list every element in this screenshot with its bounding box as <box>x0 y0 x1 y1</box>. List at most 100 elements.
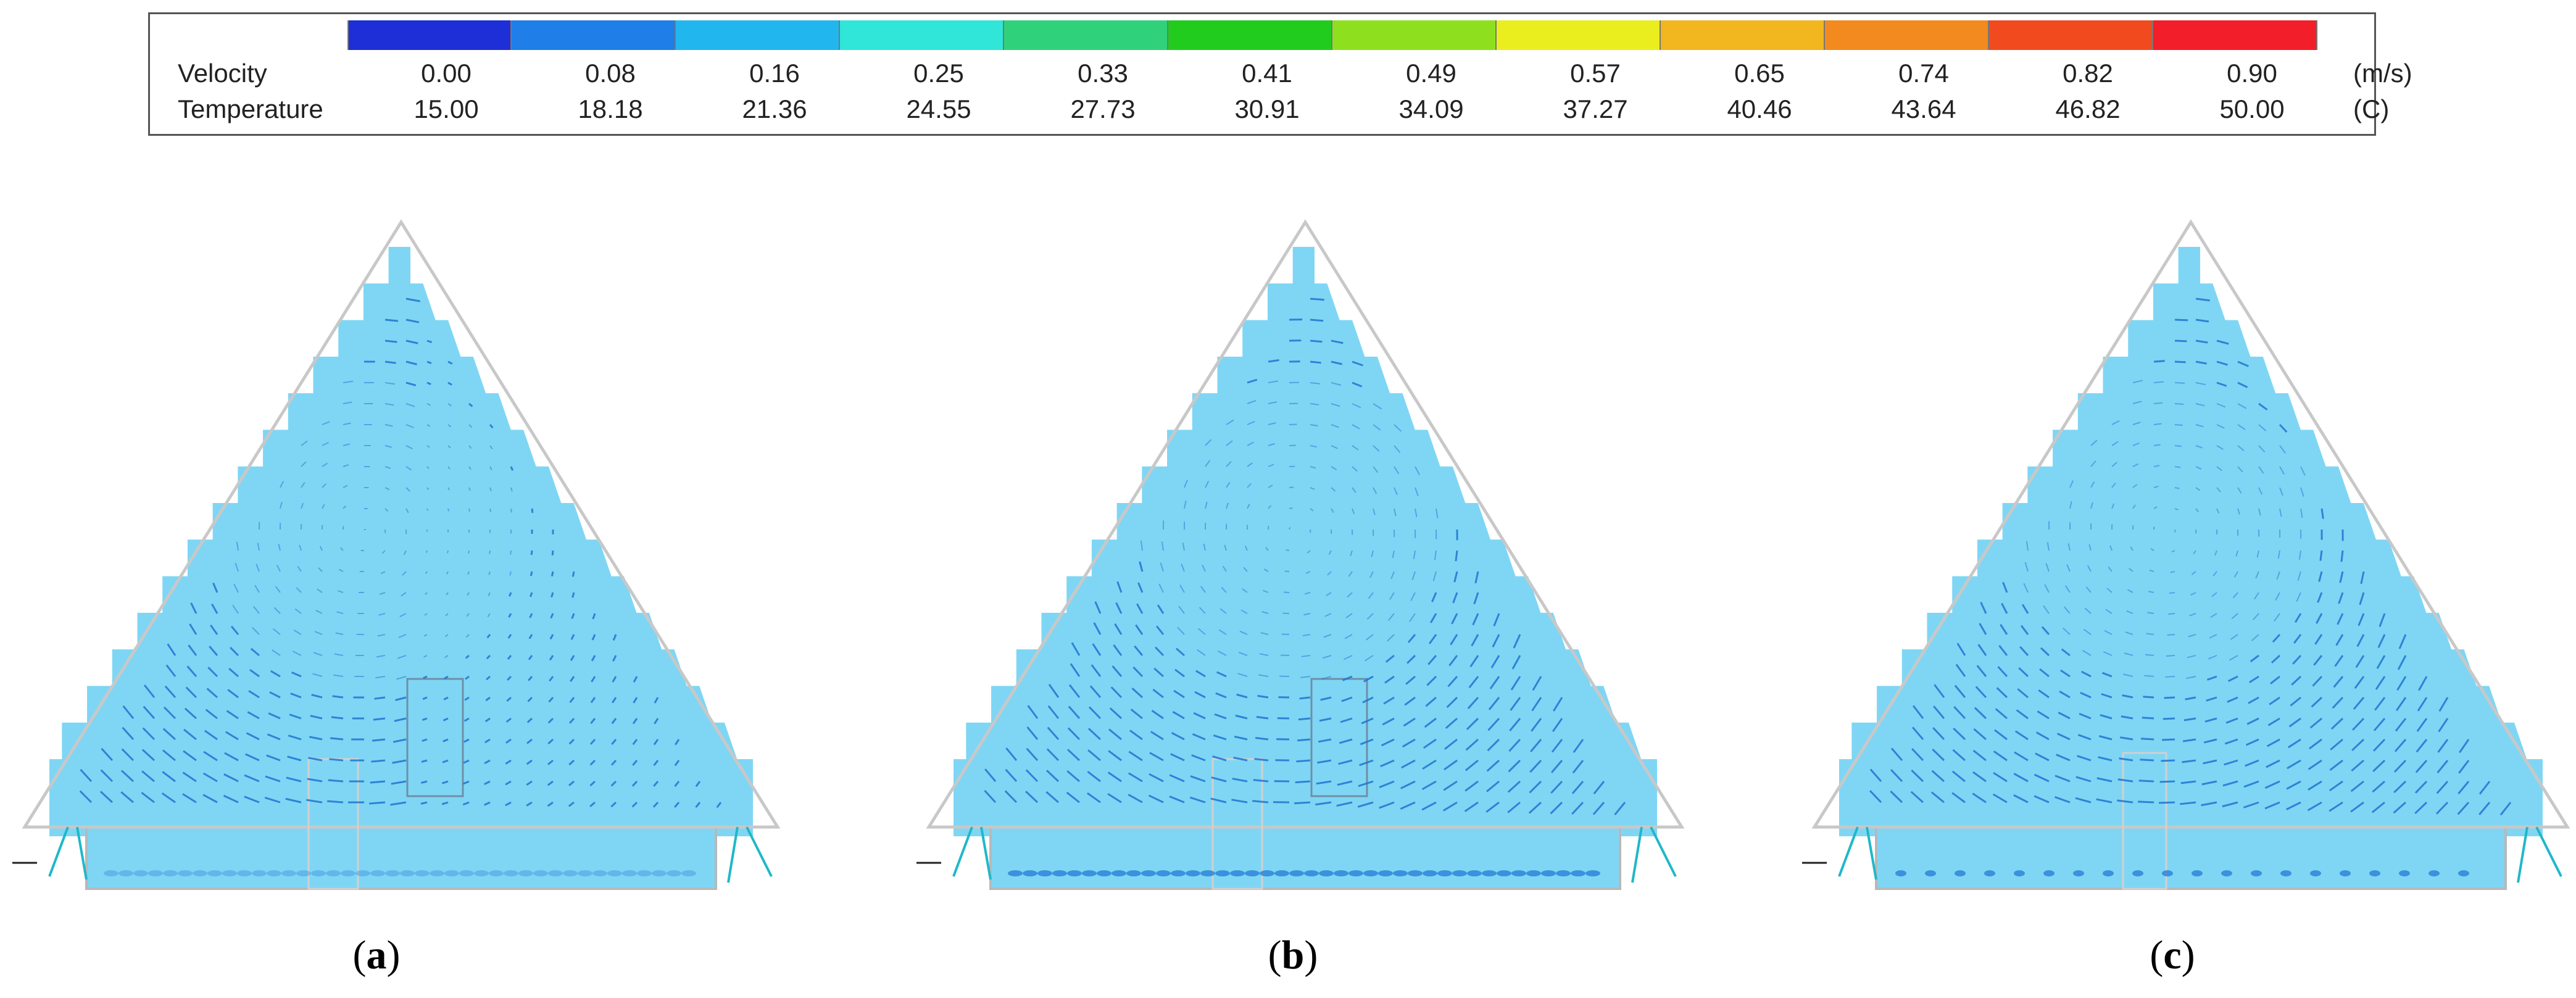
velocity-vector <box>328 779 344 783</box>
velocity-vector <box>230 625 239 635</box>
velocity-vector <box>1304 592 1311 595</box>
velocity-vector <box>489 445 493 449</box>
velocity-vector <box>1026 726 1039 740</box>
velocity-vector <box>2276 571 2280 580</box>
velocity-vector <box>2216 339 2229 345</box>
velocity-vector <box>2063 606 2071 614</box>
velocity-vector <box>1310 382 1321 385</box>
velocity-vector <box>1365 634 1374 641</box>
velocity-vector <box>1310 424 1318 427</box>
velocity-vector <box>1303 613 1311 616</box>
floor-jet <box>1348 870 1363 876</box>
velocity-value-7: 0.57 <box>1570 59 1621 88</box>
velocity-vector <box>2415 760 2428 773</box>
velocity-vector <box>1344 634 1353 639</box>
velocity-vector <box>2161 759 2175 762</box>
velocity-vector <box>254 584 260 593</box>
velocity-vector <box>2458 781 2470 794</box>
velocity-vector <box>1911 726 1924 740</box>
velocity-vector <box>1066 770 1080 783</box>
velocity-vector <box>1995 708 2008 720</box>
velocity-vector <box>1954 684 1966 698</box>
velocity-vector <box>1507 801 1521 813</box>
velocity-vector <box>122 705 135 719</box>
velocity-value-6: 0.49 <box>1406 59 1456 88</box>
velocity-vector <box>310 715 323 720</box>
velocity-vector <box>1242 588 1248 593</box>
velocity-vector <box>468 445 472 449</box>
velocity-vector <box>447 360 453 365</box>
velocity-vector <box>2108 566 2113 572</box>
velocity-vector <box>2132 401 2142 404</box>
velocity-vector <box>1340 717 1353 723</box>
velocity-vector <box>984 768 997 782</box>
temperature-value-9: 43.64 <box>1891 94 1956 123</box>
velocity-vector <box>289 713 302 720</box>
velocity-vector <box>589 759 596 766</box>
velocity-vector <box>1262 589 1269 593</box>
velocity-vector <box>380 571 386 575</box>
velocity-vector <box>1998 645 2008 656</box>
velocity-vector <box>1066 749 1081 762</box>
velocity-vector <box>1045 791 1059 804</box>
floor-jet <box>1186 870 1200 876</box>
velocity-vector <box>2035 752 2050 762</box>
velocity-vector <box>1092 643 1102 656</box>
velocity-vector <box>570 655 575 661</box>
velocity-vector <box>1181 563 1185 572</box>
velocity-vector <box>1108 728 1122 741</box>
velocity-vector <box>2288 717 2301 728</box>
velocity-vector <box>1235 714 1248 720</box>
velocity-vector <box>468 508 471 512</box>
velocity-vector <box>1473 592 1479 605</box>
temperature-row: Temperature (C) 15.00 18.18 21.36 24.55 27.7… <box>150 94 2389 129</box>
velocity-vector <box>1972 749 1987 762</box>
velocity-vector <box>1247 400 1257 404</box>
velocity-vector <box>2316 613 2323 624</box>
velocity-vector <box>612 697 617 704</box>
velocity-vector <box>569 697 575 703</box>
velocity-vector <box>1975 686 1987 699</box>
velocity-vector <box>1429 634 1437 644</box>
velocity-vector <box>2271 654 2281 663</box>
velocity-vector <box>548 697 554 703</box>
velocity-vector <box>2185 696 2196 701</box>
velocity-vector <box>2195 360 2207 365</box>
velocity-vector <box>2308 780 2322 791</box>
velocity-vector <box>2119 736 2134 741</box>
velocity-vector <box>1200 586 1206 593</box>
floor-jet <box>2310 870 2321 876</box>
velocity-value-8: 0.65 <box>1734 59 1785 88</box>
velocity-vector <box>1409 613 1416 622</box>
velocity-vector <box>1331 508 1334 514</box>
velocity-vector <box>1465 780 1479 792</box>
velocity-vector <box>1239 630 1248 635</box>
velocity-vector <box>280 481 285 488</box>
velocity-vector <box>2371 801 2385 813</box>
velocity-vector <box>508 613 512 618</box>
velocity-vector <box>2416 718 2428 732</box>
floor-jet <box>237 870 252 876</box>
floor-jet <box>163 870 178 876</box>
velocity-vector <box>1469 655 1479 668</box>
velocity-vector <box>2122 694 2134 699</box>
legend-swatch-2 <box>676 20 840 50</box>
velocity-vector <box>508 592 512 597</box>
velocity-vector <box>376 655 386 658</box>
velocity-vector <box>185 686 197 699</box>
velocity-vector <box>1400 780 1416 789</box>
velocity-vector <box>1260 632 1269 635</box>
velocity-vector <box>2165 676 2175 678</box>
velocity-vector <box>447 508 450 512</box>
velocity-vector <box>2034 795 2050 804</box>
velocity-vector <box>654 697 659 704</box>
velocity-vector <box>313 652 323 656</box>
velocity-vector <box>716 802 722 809</box>
lower-room <box>85 826 717 890</box>
velocity-vector <box>1343 655 1353 660</box>
velocity-vector <box>2294 613 2302 623</box>
velocity-vector <box>141 770 155 783</box>
velocity-vector <box>467 571 470 575</box>
velocity-vector <box>1465 759 1479 771</box>
velocity-vector <box>1004 790 1018 804</box>
